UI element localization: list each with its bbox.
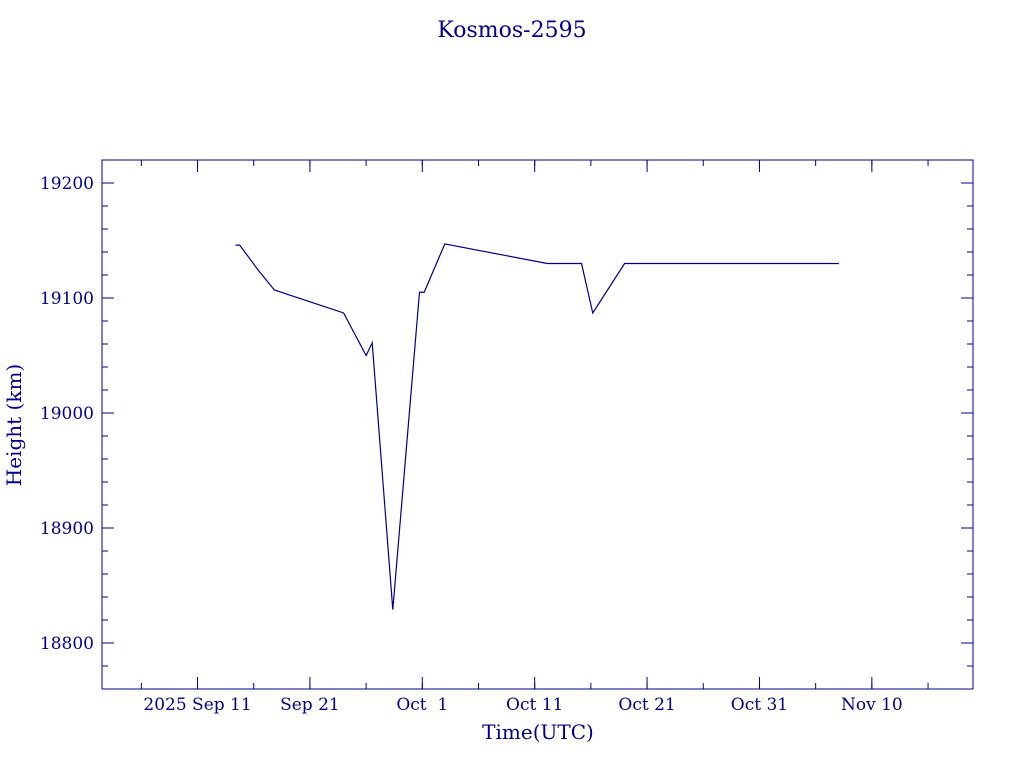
series-line-0 <box>235 243 840 610</box>
y-tick-label: 19100 <box>40 289 94 309</box>
y-tick-label: 18900 <box>40 519 94 539</box>
y-axis-title: Height (km) <box>2 364 26 486</box>
y-tick-label: 19000 <box>40 404 94 424</box>
x-axis: 2025 Sep 11 Sep 21 Oct 1 Oct 11 Oct 21 Oct 31… <box>140 160 929 715</box>
chart-title: Kosmos-2595 <box>437 18 586 43</box>
x-axis-title: Time(UTC) <box>482 720 594 744</box>
x-tick-label: Oct 1 <box>396 695 448 715</box>
x-tick-label: Oct 11 <box>506 695 563 715</box>
plot-frame <box>101 159 974 690</box>
x-tick-label: 2025 Sep 11 <box>143 695 251 715</box>
x-tick-label: Oct 31 <box>731 695 788 715</box>
y-axis: 18800 18900 19000 19100 19200 <box>40 159 973 690</box>
series-layer <box>235 243 840 610</box>
x-tick-label: Sep 21 <box>280 695 340 715</box>
x-tick-label: Oct 21 <box>618 695 675 715</box>
y-tick-label: 18800 <box>40 634 94 654</box>
x-tick-label: Nov 10 <box>841 695 903 715</box>
y-tick-label: 19200 <box>40 174 94 194</box>
